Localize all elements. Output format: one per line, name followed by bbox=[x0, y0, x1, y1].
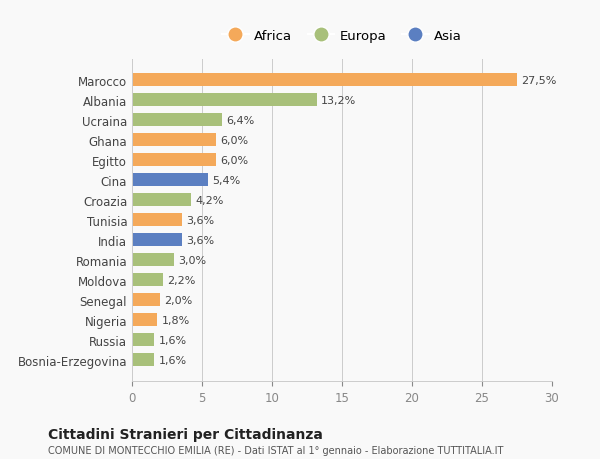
Text: 4,2%: 4,2% bbox=[195, 196, 223, 205]
Text: 6,0%: 6,0% bbox=[220, 135, 248, 146]
Bar bbox=[132, 234, 182, 247]
Bar bbox=[132, 154, 216, 167]
Text: 3,6%: 3,6% bbox=[187, 235, 215, 245]
Legend: Africa, Europa, Asia: Africa, Europa, Asia bbox=[217, 24, 467, 48]
Bar bbox=[132, 254, 174, 267]
Bar bbox=[132, 174, 208, 187]
Text: 5,4%: 5,4% bbox=[212, 175, 240, 185]
Bar bbox=[132, 194, 191, 207]
Text: 3,6%: 3,6% bbox=[187, 215, 215, 225]
Text: COMUNE DI MONTECCHIO EMILIA (RE) - Dati ISTAT al 1° gennaio - Elaborazione TUTTI: COMUNE DI MONTECCHIO EMILIA (RE) - Dati … bbox=[48, 445, 503, 455]
Bar bbox=[132, 274, 163, 286]
Text: 27,5%: 27,5% bbox=[521, 76, 557, 86]
Bar bbox=[132, 214, 182, 227]
Text: 1,6%: 1,6% bbox=[158, 335, 187, 345]
Bar bbox=[132, 114, 221, 127]
Bar bbox=[132, 313, 157, 326]
Text: 2,2%: 2,2% bbox=[167, 275, 196, 285]
Text: 6,4%: 6,4% bbox=[226, 116, 254, 126]
Bar bbox=[132, 334, 154, 347]
Bar bbox=[132, 74, 517, 87]
Bar bbox=[132, 94, 317, 107]
Text: Cittadini Stranieri per Cittadinanza: Cittadini Stranieri per Cittadinanza bbox=[48, 427, 323, 441]
Text: 13,2%: 13,2% bbox=[321, 96, 356, 106]
Text: 1,6%: 1,6% bbox=[158, 355, 187, 365]
Text: 1,8%: 1,8% bbox=[161, 315, 190, 325]
Text: 6,0%: 6,0% bbox=[220, 156, 248, 166]
Text: 2,0%: 2,0% bbox=[164, 295, 193, 305]
Bar bbox=[132, 294, 160, 307]
Text: 3,0%: 3,0% bbox=[178, 255, 206, 265]
Bar bbox=[132, 353, 154, 366]
Bar bbox=[132, 134, 216, 147]
